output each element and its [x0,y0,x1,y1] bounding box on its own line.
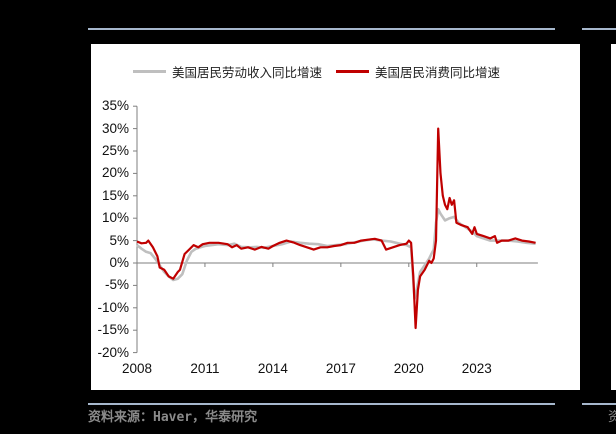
legend-label-consumption: 美国居民消费同比增速 [375,65,501,80]
bottom-rule-right [582,403,616,405]
adjacent-chart-panel [611,44,616,390]
x-tick-label: 2020 [393,361,424,376]
y-tick-label: 30% [101,120,129,136]
chart-panel [91,44,580,390]
x-tick-label: 2017 [325,361,356,376]
x-tick-label: 2008 [121,361,153,376]
bottom-rule [88,403,555,405]
y-tick-label: -15% [97,322,129,338]
y-tick-label: -5% [104,277,129,293]
legend-label-income: 美国居民劳动收入同比增速 [172,65,323,80]
legend-item-income: 美国居民劳动收入同比增速 [133,62,322,81]
y-tick-label: 15% [101,187,129,203]
legend-item-consumption: 美国居民消费同比增速 [336,62,500,81]
x-tick-label: 2011 [190,361,220,376]
x-tick-label: 2014 [257,361,288,376]
y-tick-label: -10% [97,299,129,315]
adjacent-source-fragment: 资 [608,410,616,425]
y-tick-label: 35% [101,98,129,114]
income-growth-line [136,207,536,301]
chart-legend: 美国居民劳动收入同比增速 美国居民消费同比增速 [133,62,514,81]
top-rule [88,28,555,30]
y-tick-label: 0% [109,255,129,270]
x-tick-label: 2023 [461,361,492,376]
y-tick-label: -20% [97,344,129,360]
legend-swatch-income [133,70,166,73]
y-tick-label: 5% [109,232,129,248]
legend-swatch-consumption [336,70,370,73]
source-note: 资料来源：Haver，华泰研究 [88,410,258,425]
y-tick-label: 25% [101,143,129,158]
y-tick-label: 10% [101,210,129,226]
top-rule-right [582,28,616,30]
consumption-growth-line [136,127,536,330]
y-tick-label: 20% [101,165,129,181]
